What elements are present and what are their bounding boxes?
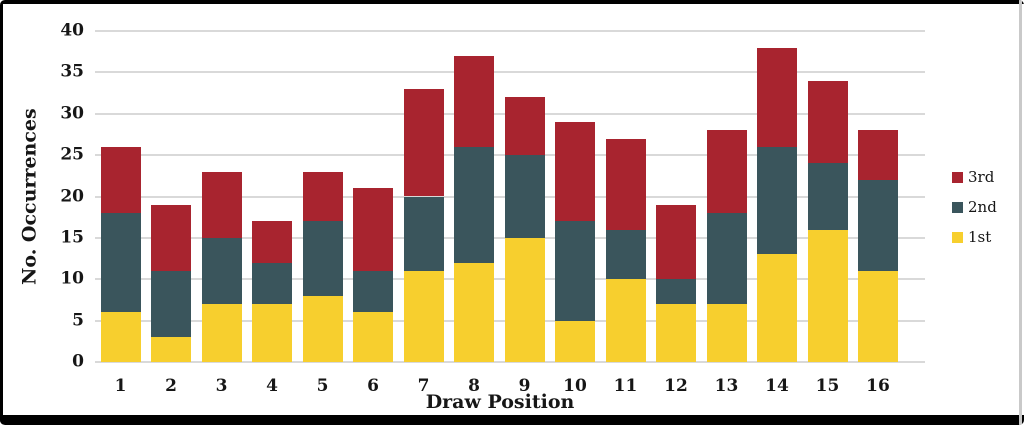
x-tick-label: 9 [518,376,531,396]
y-axis-title: No. Occurrences [18,108,41,285]
bar-1-segment-3rd [100,146,141,214]
bar-6-segment-2nd [353,270,393,313]
bar-2-segment-2nd [151,270,191,338]
bar-2-segment-3rd [151,204,191,271]
bar-6-segment-1st [353,312,393,362]
legend-item-2nd: 2nd [952,196,997,218]
bar-13-segment-1st [706,304,747,362]
bar-10-segment-1st [555,320,595,362]
bar-4-segment-2nd [252,262,292,305]
legend-swatch-2nd [952,201,963,213]
bar-5-segment-3rd [302,171,343,222]
y-tick-label: 35 [60,61,84,82]
bar-7-segment-1st [403,270,444,362]
bar-4-segment-3rd [252,221,292,263]
bar-9-segment-2nd [504,155,545,238]
bar-3-segment-1st [201,304,242,362]
bar-15-segment-1st [807,229,848,362]
gridline [95,30,925,32]
bar-16-segment-3rd [858,130,898,180]
x-tick-label: 1 [114,376,127,396]
bar-3-segment-2nd [201,237,242,305]
bar-12-segment-1st [656,304,696,362]
gridline [95,361,925,363]
y-tick-label: 0 [72,351,84,372]
legend-label: 3rd [968,167,995,186]
x-tick-label: 13 [714,376,739,396]
frame-border-left [0,0,3,425]
x-tick-label: 5 [316,376,329,396]
bar-9-segment-1st [504,237,545,362]
frame-border-bottom [0,415,1024,425]
y-tick-label: 5 [72,310,84,331]
bar-14-segment-2nd [757,146,797,255]
bar-8-segment-1st [454,262,494,362]
bar-7-segment-2nd [403,196,444,271]
bar-11-segment-3rd [605,138,646,230]
x-tick-label: 11 [613,376,638,396]
bar-15-segment-3rd [807,80,848,164]
bar-8-segment-3rd [454,55,494,147]
x-tick-label: 7 [417,376,430,396]
bar-7-segment-3rd [403,88,444,197]
x-tick-label: 10 [563,376,587,396]
bar-15-segment-2nd [807,163,848,230]
bar-11-segment-1st [605,279,646,362]
legend-label: 2nd [968,197,997,216]
x-tick-label: 3 [215,376,228,396]
bar-9-segment-3rd [504,97,545,156]
legend-label: 1st [968,227,992,246]
bar-13-segment-2nd [706,213,747,305]
x-tick-label: 2 [165,376,177,396]
y-tick-label: 20 [60,186,84,206]
bar-12-segment-2nd [656,279,696,305]
y-tick-label: 10 [60,268,84,289]
x-axis-title: Draw Position [425,391,575,413]
y-tick-label: 30 [60,103,84,124]
bar-10-segment-3rd [555,122,595,222]
x-tick-label: 14 [765,376,789,396]
bar-2-segment-1st [151,337,191,362]
x-tick-label: 12 [664,376,688,396]
legend-item-1st: 1st [952,226,997,248]
bar-1-segment-2nd [100,213,141,313]
bar-5-segment-1st [302,295,343,362]
bar-6-segment-3rd [353,188,393,271]
x-tick-label: 6 [367,376,379,396]
frame-border-top [0,0,1024,4]
bar-4-segment-1st [252,304,292,362]
frame-border-right [1019,0,1022,425]
bar-11-segment-2nd [605,229,646,280]
bar-14-segment-3rd [757,47,797,147]
bar-10-segment-2nd [555,221,595,321]
legend: 3rd 2nd 1st [952,166,997,248]
bar-14-segment-1st [757,254,797,362]
bar-5-segment-2nd [302,221,343,296]
legend-swatch-3rd [952,171,963,183]
y-tick-label: 25 [60,144,84,165]
y-tick-label: 15 [60,227,84,248]
bar-16-segment-2nd [858,179,898,271]
x-tick-label: 15 [815,376,840,396]
gridline [95,71,925,74]
x-tick-label: 8 [468,376,480,396]
bar-1-segment-1st [100,312,141,362]
x-tick-label: 16 [866,376,890,396]
legend-swatch-1st [952,231,963,243]
legend-item-3rd: 3rd [952,166,997,188]
y-tick-label: 40 [60,20,84,41]
bar-8-segment-2nd [454,146,494,263]
bar-16-segment-1st [858,270,898,362]
bar-12-segment-3rd [656,204,696,280]
bar-13-segment-3rd [706,130,747,214]
x-tick-label: 4 [266,376,278,396]
bar-3-segment-3rd [201,171,242,238]
